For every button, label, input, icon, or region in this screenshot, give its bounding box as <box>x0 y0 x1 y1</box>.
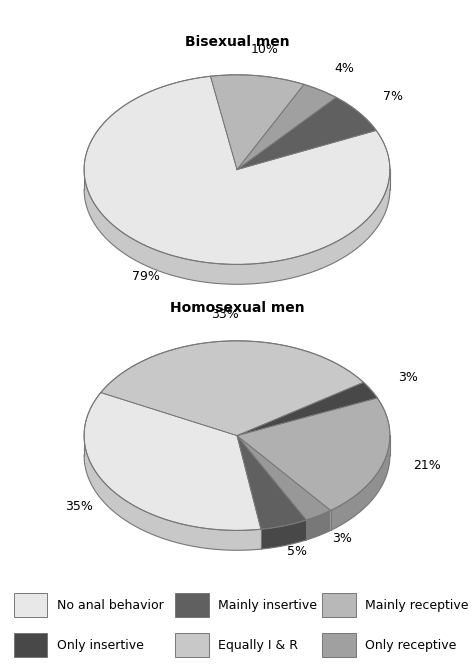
Text: Mainly receptive: Mainly receptive <box>365 598 468 612</box>
Polygon shape <box>84 436 261 551</box>
Text: 5%: 5% <box>287 545 308 557</box>
Text: 35%: 35% <box>65 501 92 513</box>
Polygon shape <box>237 382 377 436</box>
Polygon shape <box>331 436 390 531</box>
Text: 33%: 33% <box>211 308 238 321</box>
Polygon shape <box>237 436 306 529</box>
Polygon shape <box>84 392 261 531</box>
Text: 3%: 3% <box>332 531 352 545</box>
Polygon shape <box>237 97 376 170</box>
Text: Only insertive: Only insertive <box>57 638 144 652</box>
Polygon shape <box>306 511 331 540</box>
Polygon shape <box>84 76 390 265</box>
Text: Mainly insertive: Mainly insertive <box>218 598 317 612</box>
Title: Homosexual men: Homosexual men <box>170 301 304 315</box>
Text: 10%: 10% <box>250 43 278 56</box>
Polygon shape <box>210 74 304 170</box>
Text: 7%: 7% <box>383 90 403 103</box>
Bar <box>322 633 356 657</box>
Text: Only receptive: Only receptive <box>365 638 456 652</box>
Bar <box>175 633 209 657</box>
Polygon shape <box>84 170 390 285</box>
Polygon shape <box>237 398 390 511</box>
Polygon shape <box>101 340 364 436</box>
Text: Equally I & R: Equally I & R <box>218 638 298 652</box>
Polygon shape <box>237 84 336 170</box>
Bar <box>322 593 356 617</box>
Text: 21%: 21% <box>413 460 440 472</box>
Text: 4%: 4% <box>334 62 354 74</box>
Polygon shape <box>237 436 331 520</box>
Text: No anal behavior: No anal behavior <box>57 598 164 612</box>
Bar <box>175 593 209 617</box>
Text: 79%: 79% <box>132 271 160 283</box>
Title: Bisexual men: Bisexual men <box>185 35 289 49</box>
Bar <box>14 593 47 617</box>
Polygon shape <box>261 520 306 549</box>
Text: 3%: 3% <box>399 370 419 384</box>
Bar <box>14 633 47 657</box>
